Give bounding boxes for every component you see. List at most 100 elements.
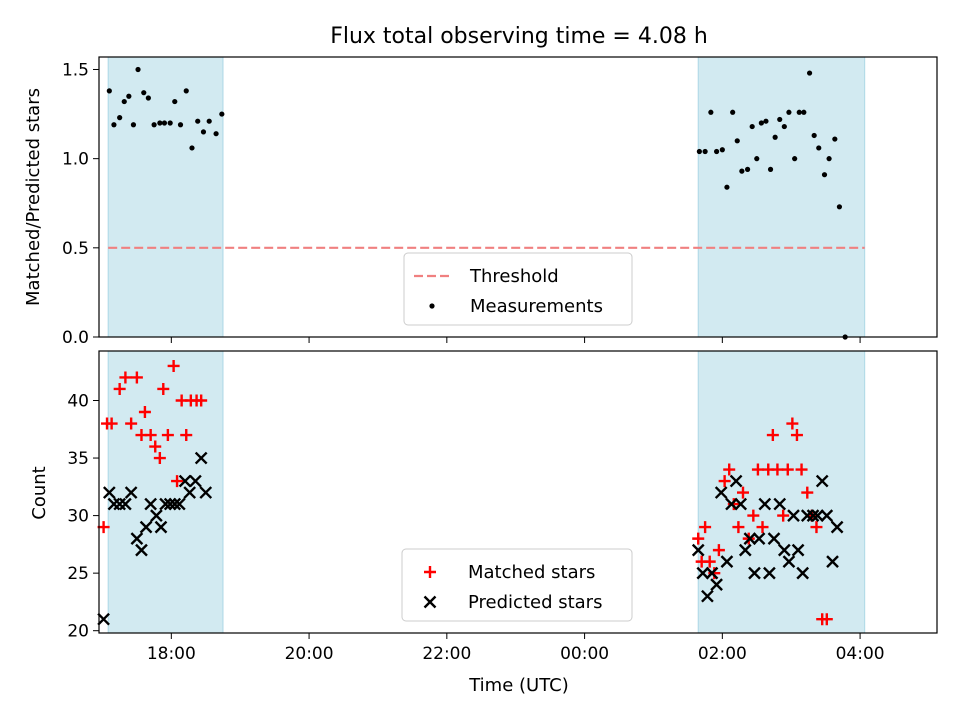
matched-star-point (153, 452, 166, 465)
measurement-point (130, 122, 137, 128)
legend-label: Measurements (470, 296, 603, 317)
predicted-star-point (729, 474, 743, 488)
matched-star-point (751, 463, 764, 476)
predicted-star-point (773, 497, 787, 511)
matched-star-point (795, 463, 808, 476)
predicted-star-point (748, 566, 761, 580)
measurement-point (734, 138, 740, 144)
predicted-star-point (815, 474, 829, 488)
predicted-star-point (102, 486, 116, 499)
legend-measurements-swatch (429, 303, 435, 309)
y-tick-label: 1.0 (62, 150, 89, 170)
matched-star-point (736, 486, 749, 499)
measurement-point (219, 111, 225, 117)
predicted-star-point (124, 486, 138, 499)
predicted-star-point (178, 474, 192, 488)
matched-star-point (727, 498, 740, 511)
matched-star-point (790, 429, 803, 442)
predicted-star-point (777, 543, 791, 557)
measurement-point (796, 109, 802, 115)
matched-star-point (708, 567, 721, 580)
y-tick-label: 40 (67, 391, 89, 411)
measurement-point (696, 148, 702, 155)
predicted-star-point (168, 497, 182, 511)
measurement-point (161, 120, 168, 126)
observing-window-1 (107, 56, 224, 338)
measurement-point (724, 184, 730, 190)
matched-star-point (157, 382, 170, 395)
predicted-star-point (811, 509, 824, 522)
predicted-star-point (734, 497, 748, 511)
y-tick-label: 1.5 (62, 60, 89, 80)
predicted-star-point (796, 566, 810, 580)
predicted-star-point (139, 520, 153, 534)
matched-star-point (171, 475, 184, 488)
predicted-star-point (791, 543, 805, 557)
matched-star-point (810, 521, 823, 534)
measurement-point (772, 134, 778, 140)
matched-star-point (105, 417, 118, 430)
matched-star-point (180, 429, 193, 442)
measurement-point (719, 147, 725, 153)
measurement-point (836, 204, 843, 210)
measurement-point (816, 145, 822, 151)
measurement-point (111, 122, 117, 128)
predicted-star-point (183, 486, 197, 499)
observing-window-2 (697, 56, 866, 338)
x-tick-label: 04:00 (836, 644, 885, 664)
matched-star-point (130, 371, 143, 384)
matched-star-point (732, 521, 745, 534)
matched-star-point (113, 382, 126, 395)
x-tick-label: 22:00 (422, 644, 471, 664)
predicted-star-point (830, 520, 844, 534)
measurement-point (792, 156, 798, 162)
measurement-point (758, 120, 764, 126)
matched-star-point (756, 521, 769, 534)
x-tick-label: 02:00 (698, 644, 747, 664)
predicted-star-point (199, 486, 213, 499)
measurement-point (786, 109, 792, 115)
measurement-point (754, 156, 760, 162)
predicted-star-point (173, 497, 186, 511)
measurement-point (200, 129, 207, 135)
legend-box (403, 252, 633, 326)
measurement-point (121, 98, 127, 105)
matched-star-point (119, 371, 132, 384)
predicted-star-point (714, 486, 728, 499)
measurement-point (172, 98, 178, 105)
predicted-star-point (159, 497, 172, 511)
matched-star-point (692, 532, 705, 545)
matched-star-point (766, 429, 779, 442)
observing-window-2 (697, 350, 866, 634)
matched-star-point (149, 440, 162, 453)
measurement-point (777, 116, 783, 123)
predicted-star-point (743, 532, 757, 545)
predicted-star-point (97, 612, 110, 626)
measurement-point (151, 122, 157, 128)
ratio-y-label: Matched/Predicted stars (23, 88, 44, 306)
measurement-point (702, 148, 708, 155)
y-tick-label: 35 (67, 449, 89, 469)
matched-star-point (712, 544, 725, 557)
predicted-star-point (782, 555, 796, 568)
legend-label: Predicted stars (468, 592, 602, 613)
measurement-point (206, 118, 212, 124)
predicted-star-point (154, 520, 168, 534)
matched-star-point (703, 555, 716, 568)
ratio-axes-frame (98, 56, 938, 338)
predicted-star-point (144, 497, 158, 511)
matched-star-point (723, 463, 736, 476)
measurement-point (826, 156, 832, 162)
measurement-point (781, 123, 787, 130)
predicted-star-point (119, 497, 132, 511)
matched-star-point (699, 521, 712, 534)
predicted-star-point (710, 578, 723, 592)
measurement-point (801, 109, 807, 115)
legend-box (401, 548, 633, 622)
measurement-point (811, 132, 817, 139)
predicted-star-point (691, 543, 705, 557)
legend-predicted-swatch (423, 595, 437, 609)
measurement-point (730, 109, 736, 115)
measurement-point (739, 168, 745, 174)
